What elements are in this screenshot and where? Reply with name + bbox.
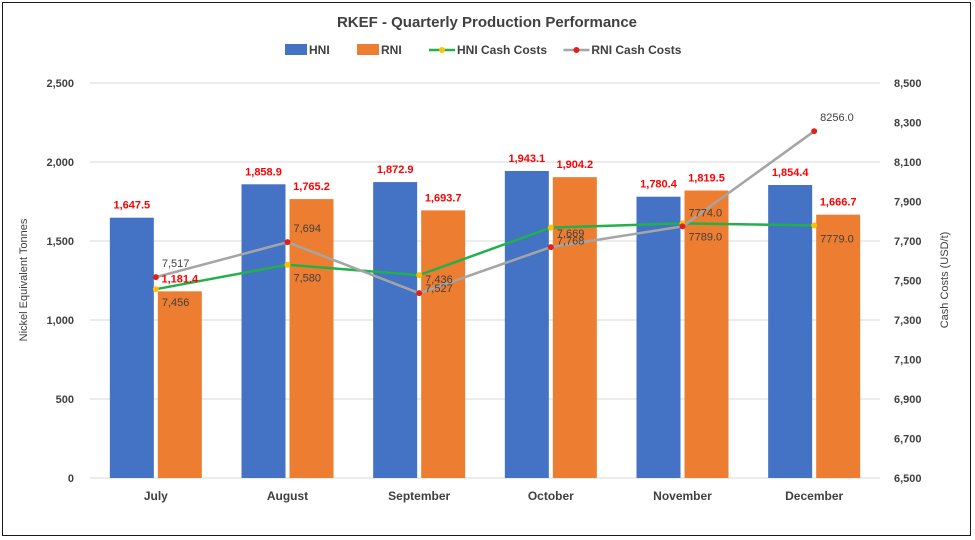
bar-value-label: 1,666.7 — [820, 197, 857, 209]
line-value-label: 8256.0 — [820, 112, 854, 124]
legend: HNI RNI HNI Cash Costs RNI Cash Costs — [285, 43, 682, 57]
line-point — [416, 290, 423, 297]
legend-swatch — [357, 44, 379, 55]
bar-rni — [816, 214, 861, 478]
line-point — [547, 244, 554, 251]
line-value-label: 7,669 — [557, 228, 585, 240]
bar-value-label: 1,854.4 — [772, 167, 810, 179]
right-tick-label: 7,100 — [894, 355, 922, 367]
category-axis: July August September October November Decemb… — [144, 489, 844, 503]
category-label: July — [144, 489, 168, 503]
bars — [109, 170, 861, 479]
left-axis: 0 500 1,000 1,500 2,000 2,500 — [46, 78, 74, 485]
bar-value-label: 1,693.7 — [425, 192, 462, 204]
legend-marker — [439, 47, 445, 53]
line-hni-cash-costs — [155, 222, 815, 291]
bar-rni — [552, 177, 597, 478]
chart-title: RKEF - Quarterly Production Performance — [337, 14, 637, 31]
bar-value-label: 1,858.9 — [245, 166, 282, 178]
line-value-label: 7,580 — [294, 273, 322, 285]
line-value-label: 7,436 — [425, 274, 453, 286]
legend-swatch — [285, 44, 307, 55]
bar-hni — [768, 185, 813, 478]
line-value-label: 7,456 — [162, 297, 190, 309]
bar-value-label: 1,181.4 — [161, 273, 199, 285]
bar-value-label: 1,819.5 — [688, 173, 725, 185]
line-point — [152, 274, 159, 281]
right-tick-label: 7,300 — [894, 315, 922, 327]
legend-label: RNI — [381, 43, 402, 57]
bar-value-label: 1,904.2 — [556, 159, 593, 171]
line-value-label: 7,517 — [162, 258, 190, 270]
bar-hni — [373, 182, 418, 479]
line-point — [679, 223, 686, 230]
category-label: August — [267, 489, 308, 503]
category-label: December — [785, 489, 843, 503]
left-tick-label: 1,500 — [46, 236, 74, 248]
bar-value-label: 1,943.1 — [508, 153, 545, 165]
right-tick-label: 7,900 — [894, 197, 922, 209]
right-tick-label: 8,100 — [894, 157, 922, 169]
left-axis-title: Nickel Equivalent Tonnes — [18, 218, 30, 341]
line-value-label: 7774.0 — [689, 207, 723, 219]
line-point — [284, 261, 291, 268]
bar-value-label: 1,765.2 — [293, 181, 330, 193]
line-point — [811, 222, 818, 229]
right-tick-label: 8,300 — [894, 118, 922, 130]
bar-hni — [636, 196, 681, 479]
right-tick-label: 6,500 — [894, 473, 922, 485]
legend-label: HNI Cash Costs — [457, 43, 547, 57]
category-label: October — [528, 489, 574, 503]
bar-hni — [109, 217, 154, 478]
line-value-label: 7789.0 — [689, 231, 723, 243]
right-tick-label: 7,700 — [894, 236, 922, 248]
legend-marker — [573, 47, 580, 53]
line-value-label: 7779.0 — [820, 233, 854, 245]
gridlines — [90, 82, 880, 479]
right-axis-title: Cash Costs (USD/t) — [939, 232, 951, 329]
left-tick-label: 500 — [56, 394, 74, 406]
right-tick-label: 7,500 — [894, 276, 922, 288]
bar-rni — [684, 190, 729, 479]
bar-rni — [421, 210, 466, 479]
category-label: November — [653, 489, 712, 503]
left-tick-label: 2,000 — [46, 157, 74, 169]
line-value-label: 7,694 — [294, 223, 322, 235]
lines — [152, 128, 818, 297]
line-point — [284, 239, 291, 246]
left-tick-label: 1,000 — [46, 315, 74, 327]
bar-hni — [504, 170, 549, 478]
line-value-label: 7,527 — [425, 283, 453, 295]
bar-rni — [289, 199, 334, 479]
bar-value-label: 1,872.9 — [377, 164, 414, 176]
line-point — [416, 272, 423, 279]
bar-value-label: 1,780.4 — [640, 179, 678, 191]
right-tick-label: 8,500 — [894, 78, 922, 90]
right-axis: 6,500 6,700 6,900 7,100 7,300 7,500 7,700 7,900… — [894, 78, 922, 485]
line-value-label: 7,768 — [557, 236, 585, 248]
category-label: September — [388, 489, 450, 503]
right-tick-label: 6,900 — [894, 394, 922, 406]
left-tick-label: 0 — [68, 473, 74, 485]
legend-label: HNI — [309, 43, 330, 57]
line-point — [811, 128, 818, 135]
bar-hni — [241, 184, 286, 478]
legend-label: RNI Cash Costs — [591, 43, 681, 57]
left-tick-label: 2,500 — [46, 78, 74, 90]
line-rni-cash-costs — [155, 130, 815, 295]
right-tick-label: 6,700 — [894, 434, 922, 446]
line-point — [547, 224, 554, 231]
line-point — [152, 286, 159, 293]
bar-value-label: 1,647.5 — [113, 200, 150, 212]
bar-rni — [157, 291, 202, 478]
data-labels: 1,647.5 1,858.9 1,872.9 1,943.1 1,780.4 1,854… — [113, 112, 856, 309]
